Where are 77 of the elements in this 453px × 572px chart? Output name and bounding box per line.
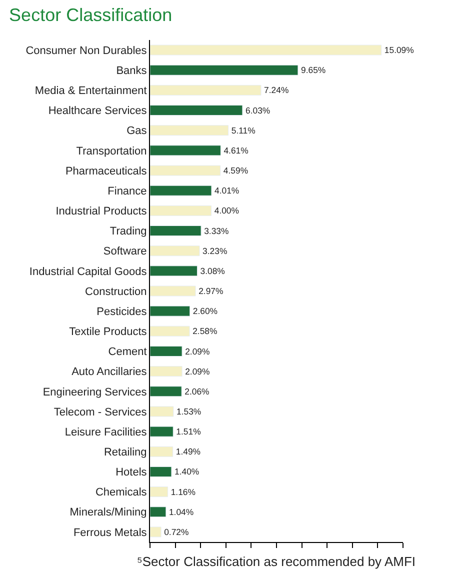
data-label: 1.40% xyxy=(174,466,200,477)
bar xyxy=(150,486,168,498)
bar xyxy=(150,44,382,56)
data-label: 2.09% xyxy=(185,346,210,356)
bar xyxy=(150,125,229,136)
bar xyxy=(150,426,174,437)
y-tick-label: Cement xyxy=(108,346,147,358)
data-label: 0.72% xyxy=(164,526,189,537)
y-tick-label: Construction xyxy=(85,286,147,298)
data-label: 4.00% xyxy=(214,206,240,216)
bar xyxy=(150,406,174,417)
data-label: 2.97% xyxy=(198,286,224,296)
bar xyxy=(150,366,182,377)
y-tick-label: Auto Ancillaries xyxy=(72,366,148,378)
y-tick-label: Hotels xyxy=(116,466,148,479)
y-tick-label: Gas xyxy=(126,125,148,138)
y-tick-label: Healthcare Services xyxy=(48,105,148,118)
data-label: 2.09% xyxy=(185,366,210,376)
bar xyxy=(150,466,172,477)
y-tick-label: Industrial Capital Goods xyxy=(29,266,148,278)
y-tick-label: Textile Products xyxy=(69,326,148,338)
text: ⁵Sector Classification as recommended by AMFI xyxy=(137,554,416,569)
bar xyxy=(150,205,212,216)
bar xyxy=(150,326,190,336)
data-label: 2.58% xyxy=(192,326,218,336)
y-tick-label: Pharmaceuticals xyxy=(65,165,148,178)
data-label: 4.01% xyxy=(214,186,240,196)
data-label: 1.53% xyxy=(176,406,202,416)
y-tick-label: Telecom - Services xyxy=(54,406,148,418)
y-tick-label: Trading xyxy=(110,226,147,238)
bar xyxy=(150,446,174,457)
bar xyxy=(150,64,298,76)
y-tick-label: Banks xyxy=(116,64,148,77)
data-label: 7.24% xyxy=(264,85,289,96)
bar xyxy=(150,145,221,156)
data-label: 6.03% xyxy=(245,105,270,116)
data-label: 15.09% xyxy=(384,45,414,56)
y-tick-label: Ferrous Metals xyxy=(73,526,148,539)
bar xyxy=(150,246,200,256)
bar xyxy=(150,346,182,357)
data-label: 4.59% xyxy=(223,166,248,176)
data-label: 1.16% xyxy=(170,486,196,497)
data-label: 1.51% xyxy=(176,426,202,437)
bar xyxy=(150,306,190,316)
y-tick-label: Minerals/Mining xyxy=(70,506,147,519)
y-tick-label: Pesticides xyxy=(96,306,148,318)
data-label: 3.23% xyxy=(202,246,228,256)
bar xyxy=(150,506,166,518)
bar xyxy=(150,386,182,397)
y-tick-label: Finance xyxy=(108,185,147,198)
data-label: 2.60% xyxy=(192,306,218,316)
bar xyxy=(150,225,202,236)
bar xyxy=(150,286,196,296)
data-label: 3.08% xyxy=(200,266,226,276)
y-tick-label: Chemicals xyxy=(95,486,148,499)
bar xyxy=(150,105,243,116)
bar xyxy=(150,165,221,176)
data-label: 1.49% xyxy=(176,446,201,457)
data-label: 3.33% xyxy=(204,226,229,236)
y-tick-label: Software xyxy=(103,246,147,258)
chart-title: Sector Classification xyxy=(9,5,172,26)
y-tick-label: Media & Entertainment xyxy=(34,85,147,98)
data-label: 2.06% xyxy=(184,386,210,396)
y-tick-label: Leisure Facilities xyxy=(64,426,148,438)
data-label: 9.65% xyxy=(300,65,326,76)
bar xyxy=(150,84,262,96)
y-tick-label: Transportation xyxy=(76,145,147,158)
bar xyxy=(150,266,198,276)
y-tick-label: Retailing xyxy=(104,446,147,458)
y-tick-label: Engineering Services xyxy=(42,386,148,398)
data-label: 1.04% xyxy=(168,506,194,517)
data-label: 4.61% xyxy=(224,145,249,156)
y-tick-label: Consumer Non Durables xyxy=(26,44,148,57)
y-tick-label: Industrial Products xyxy=(56,206,148,218)
data-label: 5.11% xyxy=(231,125,256,136)
bar xyxy=(150,185,212,196)
bar xyxy=(150,526,162,538)
